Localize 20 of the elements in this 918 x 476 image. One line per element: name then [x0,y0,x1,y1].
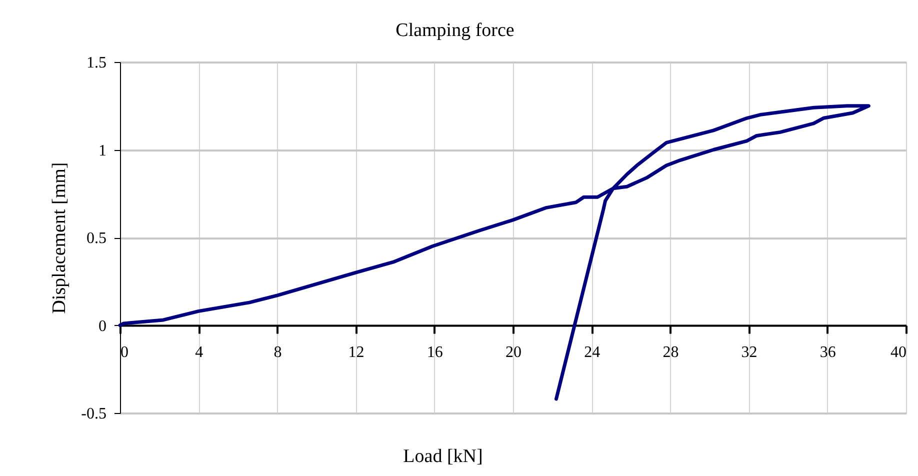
y-tick-label: 1.5 [86,54,106,72]
x-tick-label: 16 [426,344,443,361]
y-tick-label: 0 [98,318,106,335]
x-tick-label: 4 [195,344,204,361]
x-tick-label: 36 [820,344,836,361]
x-tick-label: 28 [662,344,679,361]
x-tick-label: 20 [506,344,522,361]
y-tick-label: 1 [98,142,106,160]
x-tick-label: 24 [584,344,600,361]
y-tick-label: 0.5 [86,230,106,247]
chart-title: Clamping force [396,20,514,41]
x-tick-label: 8 [274,344,282,361]
x-tick-label: 32 [741,344,758,361]
x-tick-label: 40 [890,344,906,361]
y-axis-title: Displacement [mm] [49,162,70,314]
x-tick-label: 0 [120,344,128,361]
y-tick-label: -0.5 [81,406,106,422]
x-tick-label: 12 [348,344,364,361]
line-series [118,104,870,401]
x-axis-title: Load [kN] [403,446,483,467]
